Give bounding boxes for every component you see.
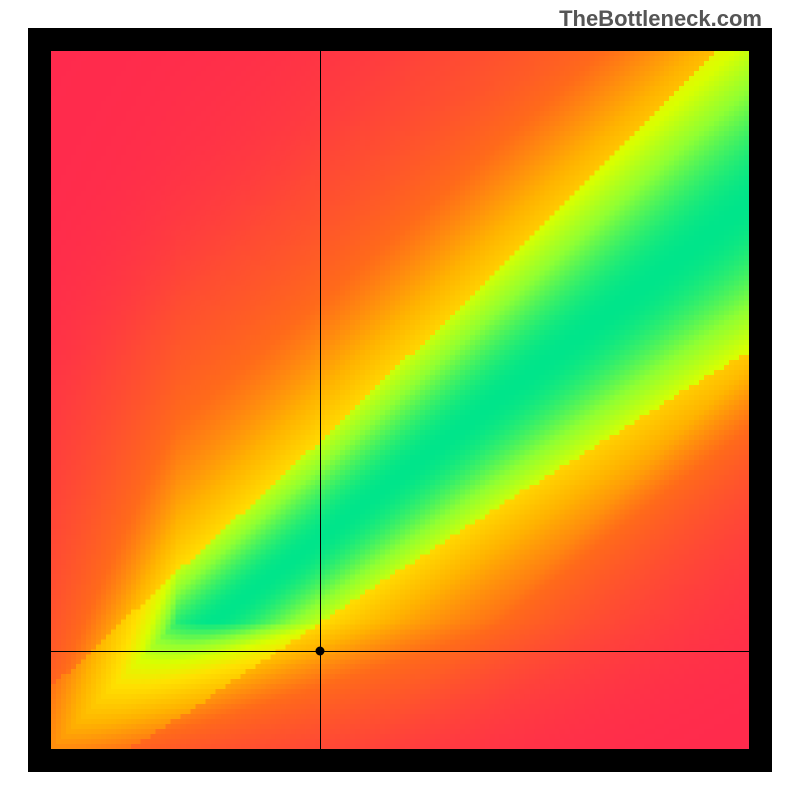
crosshair-horizontal [51, 651, 749, 652]
chart-frame [28, 28, 772, 772]
plot-area [51, 51, 749, 749]
heatmap-canvas [51, 51, 749, 749]
crosshair-dot [315, 647, 324, 656]
crosshair-vertical [320, 51, 321, 749]
chart-container: TheBottleneck.com [0, 0, 800, 800]
